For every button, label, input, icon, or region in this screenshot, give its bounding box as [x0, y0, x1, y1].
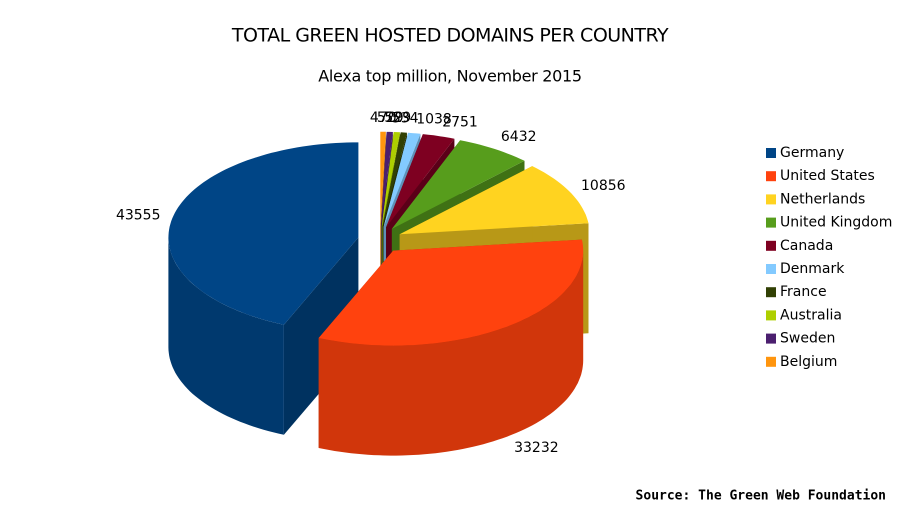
- legend-label: Germany: [780, 145, 844, 161]
- legend-swatch: [766, 171, 776, 182]
- chart-subtitle: Alexa top million, November 2015: [318, 67, 582, 86]
- slice-wall: [168, 237, 284, 435]
- data-label: 2751: [442, 115, 478, 131]
- slice-top: [399, 166, 589, 235]
- legend-swatch: [766, 356, 776, 367]
- slice-top: [381, 131, 393, 227]
- slice-top: [382, 132, 407, 227]
- data-label: 529: [377, 110, 404, 126]
- data-label: 470: [370, 110, 397, 126]
- source-note: Source: The Green Web Foundation: [636, 489, 886, 504]
- legend-swatch: [766, 240, 776, 251]
- legend-swatch: [766, 264, 776, 274]
- legend-swatch: [766, 194, 776, 205]
- data-label: 10856: [581, 178, 626, 194]
- slice-wall: [318, 250, 584, 456]
- legend-swatch: [766, 217, 776, 228]
- slice-top: [386, 134, 455, 228]
- slice-top: [380, 131, 386, 227]
- legend: Germany United States Netherlands United Ki…: [766, 145, 892, 370]
- slice-top: [318, 239, 584, 346]
- legend-label: Australia: [780, 307, 842, 323]
- data-label: 6432: [501, 129, 537, 145]
- legend-swatch: [766, 148, 776, 158]
- slice-top: [391, 140, 525, 229]
- legend-swatch: [766, 287, 776, 298]
- legend-label: Sweden: [780, 331, 835, 347]
- legend-label: Denmark: [780, 261, 845, 277]
- legend-label: United Kingdom: [780, 215, 892, 231]
- data-label: 1038: [416, 111, 452, 127]
- legend-label: Canada: [780, 238, 833, 254]
- data-label: 43555: [116, 208, 161, 224]
- chart-title: TOTAL GREEN HOSTED DOMAINS PER COUNTRY: [231, 25, 669, 47]
- slice-top: [168, 142, 359, 325]
- legend-label: Belgium: [780, 354, 837, 370]
- data-label: 33232: [514, 440, 559, 456]
- legend-swatch: [766, 310, 776, 321]
- slice-top: [383, 132, 421, 227]
- data-label: 529: [384, 110, 411, 126]
- legend-label: United States: [780, 168, 875, 184]
- legend-label: France: [780, 284, 827, 300]
- legend-swatch: [766, 333, 776, 344]
- slice-top: [381, 132, 400, 227]
- legend-label: Netherlands: [780, 191, 865, 207]
- data-label: 534: [392, 111, 419, 127]
- slice: [318, 239, 584, 456]
